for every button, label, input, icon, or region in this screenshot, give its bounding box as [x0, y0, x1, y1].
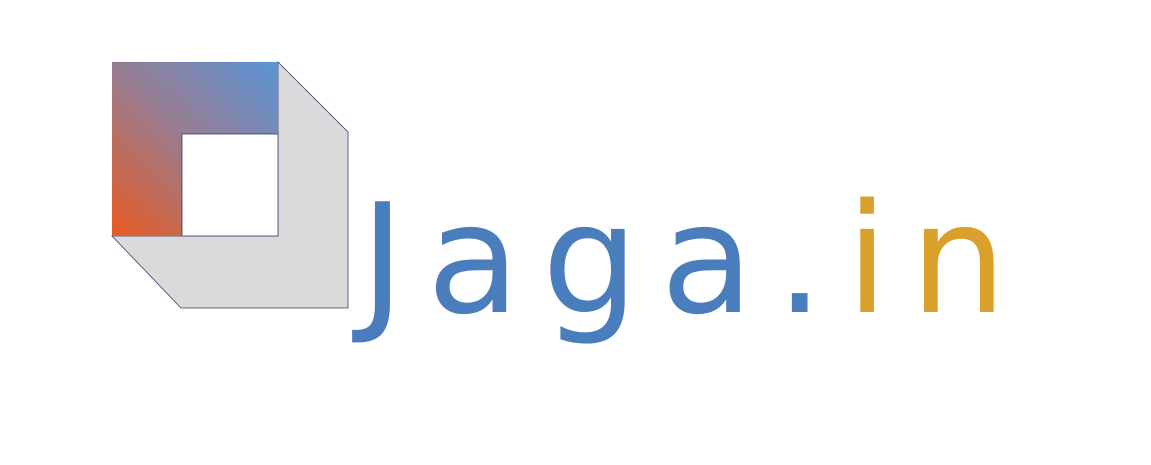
wordmark-dot: . [776, 171, 846, 348]
wordmark-name: Jaga [352, 171, 776, 348]
logo-frame [112, 62, 278, 236]
wordmark-tld: in [846, 171, 1029, 348]
wordmark-text: Jaga.in [352, 171, 1029, 348]
logo-inner-square [181, 133, 279, 237]
